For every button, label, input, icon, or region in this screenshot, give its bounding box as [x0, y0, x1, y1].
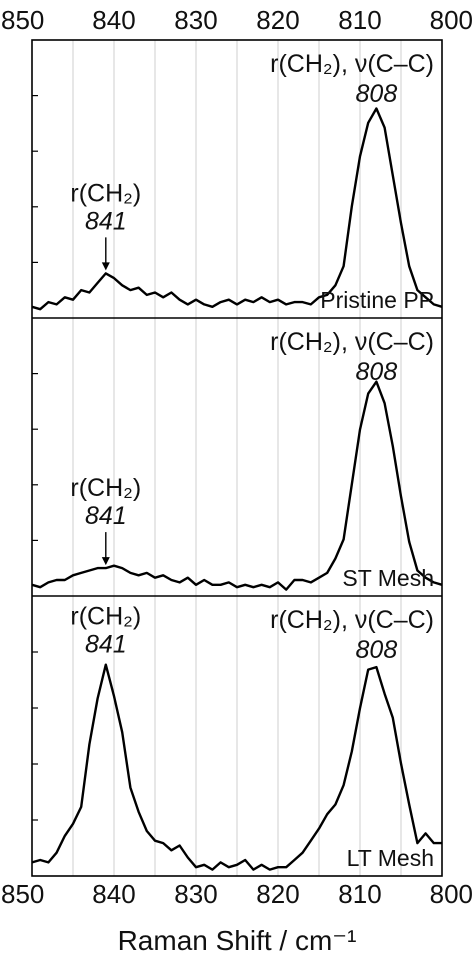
- frame-layer: [31, 39, 443, 877]
- panel-name-3: LT Mesh: [347, 845, 434, 871]
- x-tick-label-top: 830: [174, 5, 217, 35]
- x-tick-label-bottom: 850: [1, 879, 44, 909]
- x-tick-label-bottom: 810: [338, 879, 381, 909]
- annotation-number: 841: [85, 631, 127, 659]
- annotation-arrowhead: [101, 262, 110, 271]
- grid-layer: [72, 40, 402, 876]
- panel-name-2: ST Mesh: [342, 565, 434, 591]
- x-tick-label-top: 850: [1, 5, 44, 35]
- x-tick-label-top: 820: [256, 5, 299, 35]
- x-tick-label-top: 800: [430, 5, 473, 35]
- annotation-number: 841: [85, 207, 127, 235]
- spectrum-line-1: [31, 107, 443, 311]
- annotation-number: 808: [356, 80, 398, 108]
- x-tick-label-top: 840: [92, 5, 135, 35]
- annotation-number: 808: [356, 636, 398, 664]
- annotation-label: r(CH₂): [70, 179, 141, 207]
- x-axis-label: Raman Shift / cm⁻¹: [118, 925, 357, 956]
- spectrum-line-2: [31, 380, 443, 591]
- annotation-label: r(CH₂): [70, 603, 141, 631]
- annotation-number: 841: [85, 502, 127, 530]
- annotation-number: 808: [356, 358, 398, 386]
- x-tick-label-bottom: 820: [256, 879, 299, 909]
- annotation-label: r(CH₂), ν(C–C): [270, 50, 434, 78]
- series-layer: [31, 107, 443, 871]
- x-tick-label-bottom: 840: [92, 879, 135, 909]
- annotation-label: r(CH₂), ν(C–C): [270, 606, 434, 634]
- panel-name-1: Pristine PP: [320, 287, 434, 313]
- x-tick-label-top: 810: [338, 5, 381, 35]
- x-tick-label-bottom: 800: [430, 879, 473, 909]
- annotation-label: r(CH₂): [70, 474, 141, 502]
- plot-frame: [31, 39, 443, 877]
- spectrum-line-3: [31, 663, 442, 871]
- tick-layer: 850 850 840 840 830 830 820 820 810 810 800 800: [1, 5, 473, 909]
- x-tick-label-bottom: 830: [174, 879, 217, 909]
- annotation-arrowhead: [101, 557, 110, 566]
- annotation-label: r(CH₂), ν(C–C): [270, 328, 434, 356]
